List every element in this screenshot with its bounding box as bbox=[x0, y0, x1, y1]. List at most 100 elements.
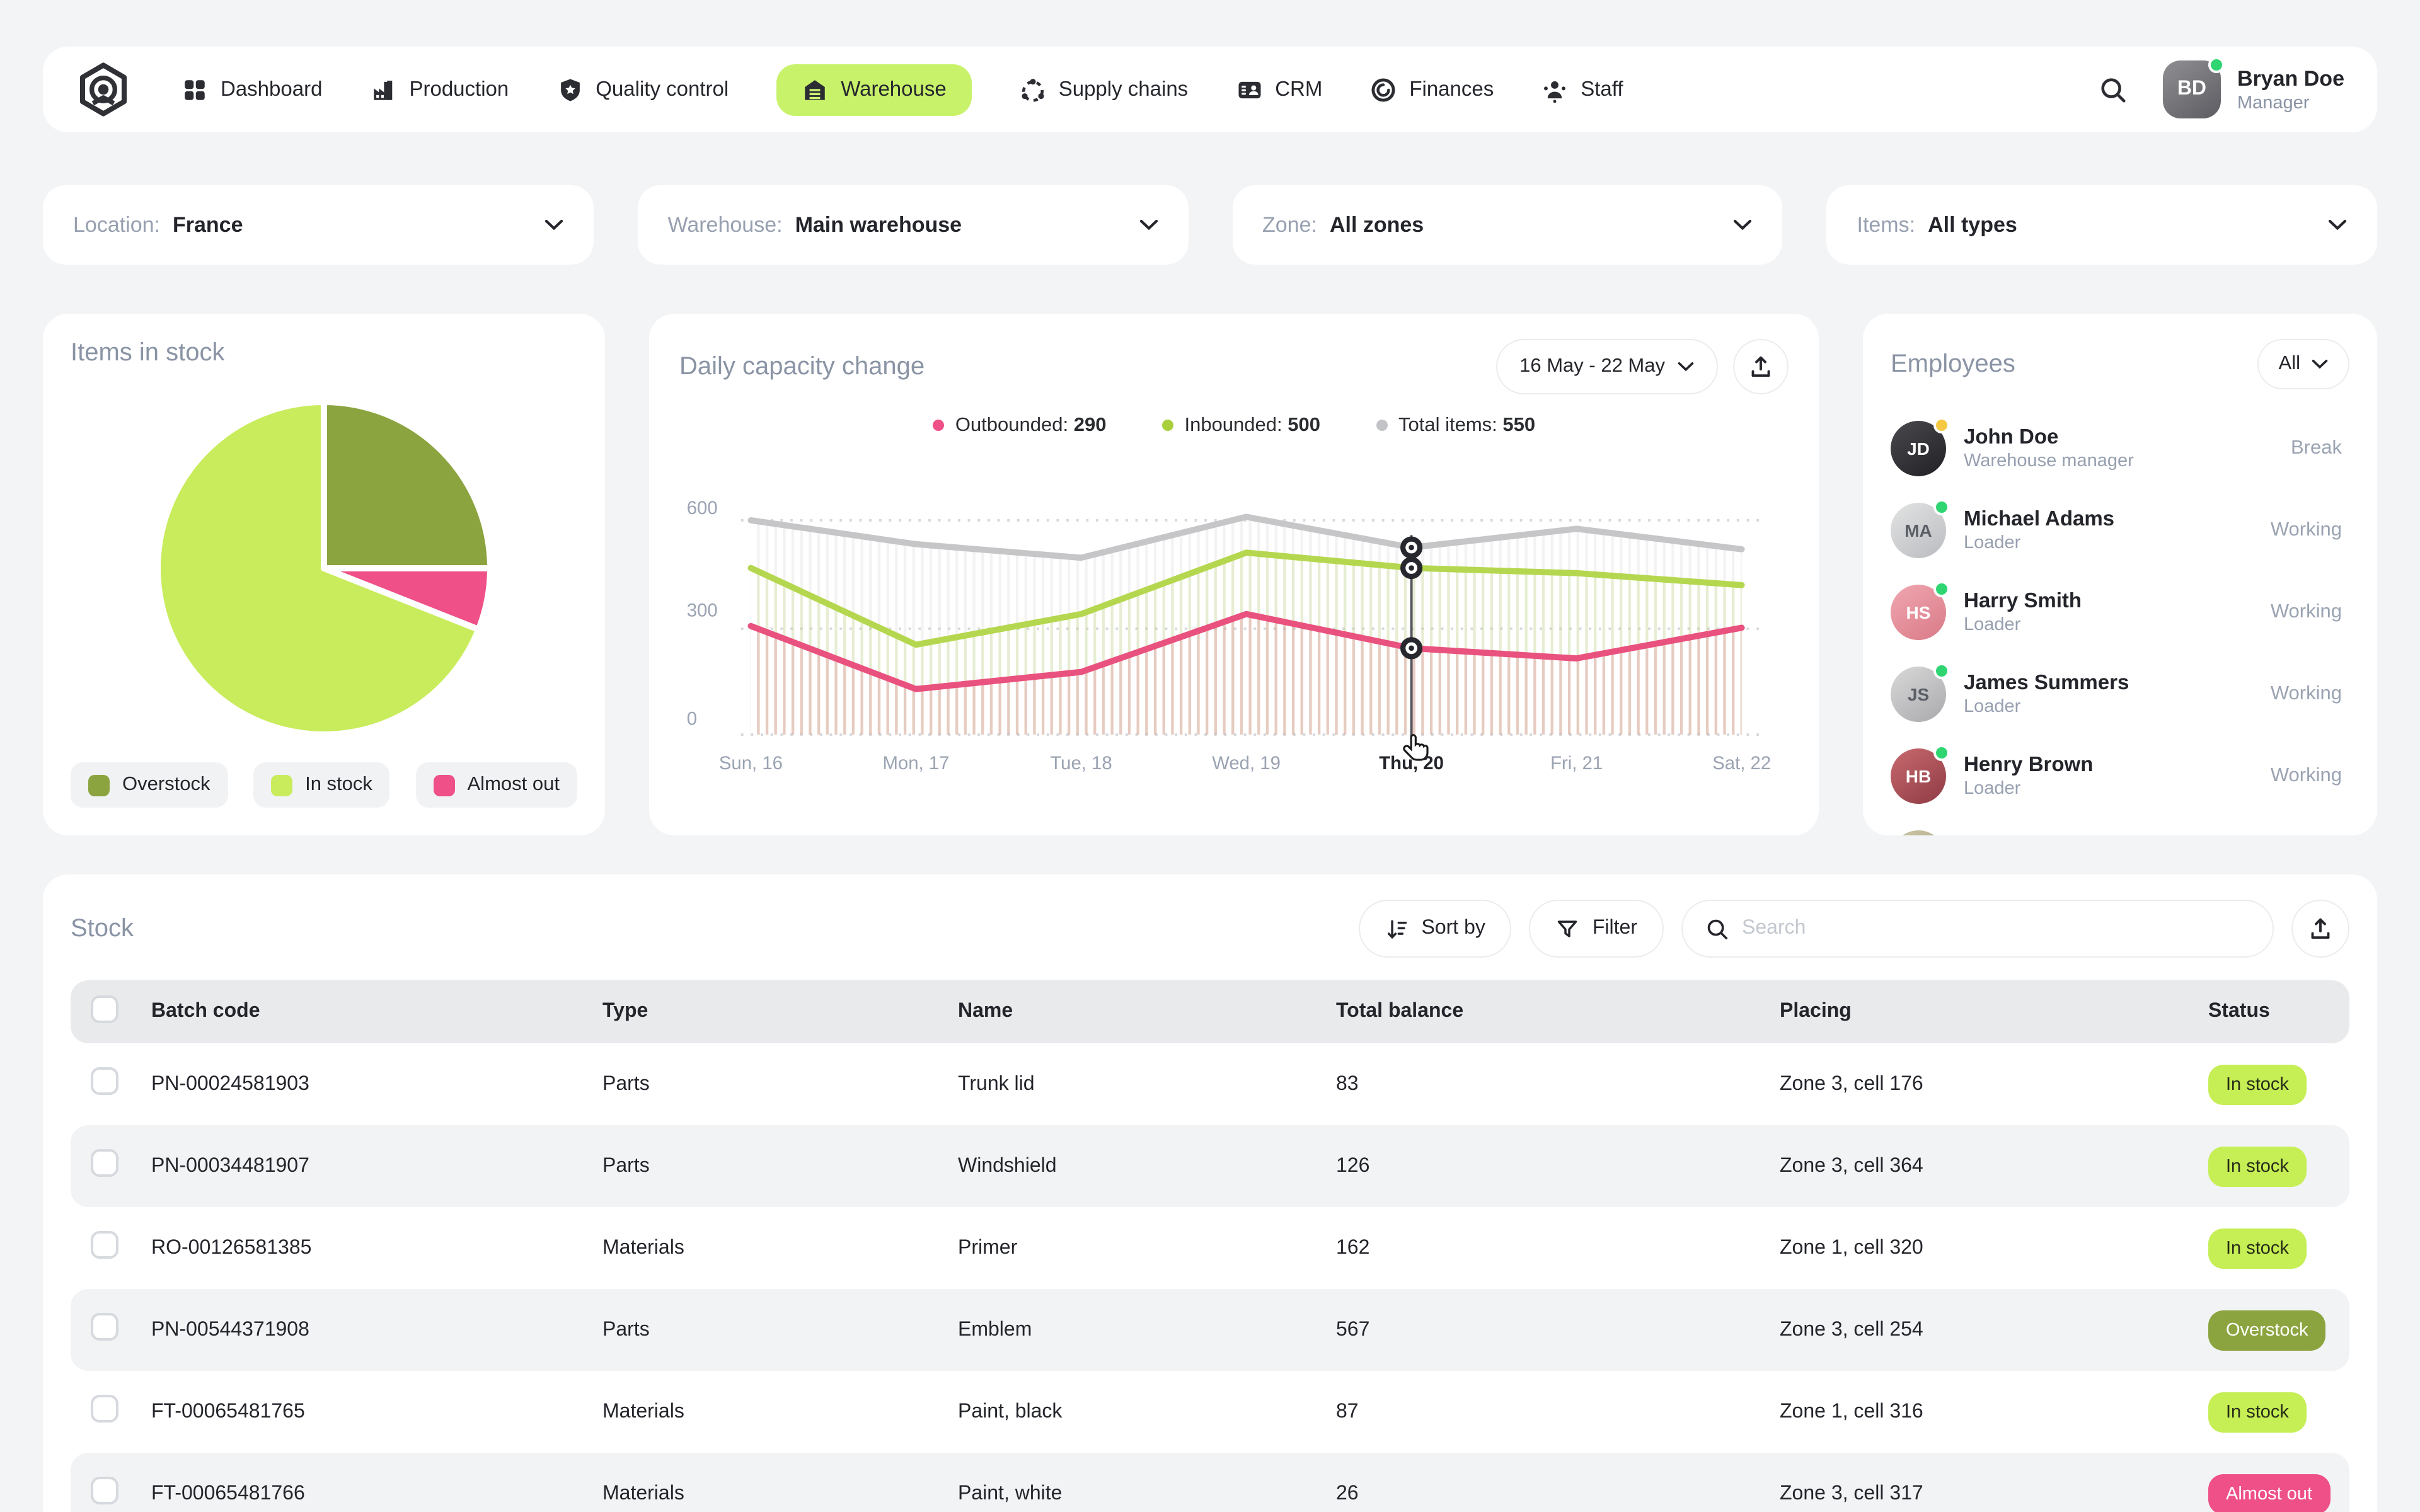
legend-dot bbox=[1161, 420, 1173, 431]
search-input[interactable] bbox=[1742, 917, 2250, 940]
x-axis-tick: Sat, 22 bbox=[1712, 753, 1771, 774]
zone-dropdown[interactable]: Zone: All zones bbox=[1232, 185, 1783, 265]
employee-name: Michael Adams bbox=[1964, 507, 2115, 530]
cursor-hand-icon bbox=[1403, 734, 1429, 761]
table-row[interactable]: PN-00034481907 Parts Windshield 126 Zone 3, … bbox=[71, 1125, 2349, 1207]
select-all-checkbox[interactable] bbox=[91, 995, 118, 1022]
export-icon bbox=[2311, 918, 2330, 939]
nav-label: Finances bbox=[1409, 77, 1494, 100]
table-row[interactable]: FT-00065481766 Materials Paint, white 26 Zon… bbox=[71, 1453, 2349, 1512]
dashboard-icon bbox=[185, 79, 205, 100]
cell-total-balance: 83 bbox=[1336, 1073, 1359, 1094]
cell-name: Paint, white bbox=[958, 1482, 1063, 1504]
legend-value: 290 bbox=[1073, 415, 1107, 436]
filter-value: All zones bbox=[1329, 212, 1424, 236]
row-checkbox[interactable] bbox=[91, 1395, 118, 1423]
nav-item-staff[interactable]: Staff bbox=[1541, 76, 1623, 103]
row-checkbox[interactable] bbox=[91, 1067, 118, 1095]
status-badge: Almost out bbox=[2208, 1474, 2330, 1512]
avatar: HS bbox=[1891, 580, 1950, 639]
sort-by-button[interactable]: Sort by bbox=[1358, 900, 1512, 958]
cell-batch-code: PN-00034481907 bbox=[151, 1155, 309, 1176]
nav-item-production[interactable]: Production bbox=[370, 76, 509, 103]
nav-item-supply-chains[interactable]: Supply chains bbox=[1020, 76, 1188, 103]
date-range-dropdown[interactable]: 16 May - 22 May bbox=[1495, 339, 1718, 394]
column-header-batch-code: Batch code bbox=[151, 1000, 260, 1022]
nav-label: Warehouse bbox=[841, 77, 947, 100]
warehouse-icon bbox=[805, 79, 825, 100]
pie-slice-overstock[interactable] bbox=[321, 398, 493, 571]
employee-list-item[interactable]: JD John Doe Warehouse manager Break bbox=[1891, 407, 2349, 489]
employee-name: John Doe bbox=[1964, 425, 2059, 449]
sort-icon bbox=[1387, 919, 1407, 939]
daily-capacity-line-chart[interactable]: 600 300 0 Sun, 16 Mon, 17 Tue, 18 Wed, 19 Thu, … bbox=[679, 445, 1789, 810]
chevron-down-icon bbox=[544, 219, 563, 231]
employee-status-dot bbox=[1933, 580, 1950, 597]
legend-label: In stock bbox=[305, 774, 372, 795]
capacity-legend: Outbounded: 290 Inbounded: 500 Total items… bbox=[679, 415, 1789, 437]
search-icon[interactable] bbox=[2099, 75, 2128, 104]
export-table-button[interactable] bbox=[2291, 900, 2349, 958]
table-row[interactable]: PN-00544371908 Parts Emblem 567 Zone 3, cell… bbox=[71, 1289, 2349, 1371]
card-title-items-in-stock: Items in stock bbox=[71, 339, 225, 367]
hover-marker bbox=[1409, 565, 1414, 571]
employee-list-item[interactable]: HB Henry Brown Loader Working bbox=[1891, 735, 2349, 816]
cell-name: Primer bbox=[958, 1237, 1018, 1258]
legend-item: Inbounded: 500 bbox=[1161, 415, 1320, 437]
pie-legend-chip: In stock bbox=[253, 762, 390, 808]
employee-list-item[interactable]: HS Harry Smith Loader Working bbox=[1891, 571, 2349, 653]
filter-icon bbox=[1558, 920, 1578, 937]
employee-list-item[interactable]: JS James Summers Loader Working bbox=[1891, 653, 2349, 735]
employee-role: Loader bbox=[1964, 779, 2021, 799]
legend-label: Total items: bbox=[1398, 415, 1497, 436]
line-series-outbounded bbox=[747, 610, 1745, 692]
nav-item-dashboard[interactable]: Dashboard bbox=[182, 76, 322, 103]
avatar-initials: BD bbox=[2177, 78, 2207, 100]
column-header-total-balance: Total balance bbox=[1336, 1000, 1464, 1022]
employees-filter-dropdown[interactable]: All bbox=[2257, 339, 2349, 389]
row-checkbox[interactable] bbox=[91, 1231, 118, 1259]
user-menu[interactable]: BD Bryan Doe Manager bbox=[2162, 57, 2344, 118]
legend-label: Almost out bbox=[467, 774, 560, 795]
x-axis-tick: Thu, 20 bbox=[1379, 753, 1444, 774]
cell-name: Windshield bbox=[958, 1155, 1057, 1176]
nav-item-finances[interactable]: Finances bbox=[1370, 76, 1494, 103]
avatar: JD bbox=[1891, 416, 1950, 476]
items-in-stock-pie-chart[interactable] bbox=[140, 381, 508, 749]
x-axis-tick: Mon, 17 bbox=[882, 753, 949, 774]
employee-list-item[interactable] bbox=[1891, 816, 2349, 835]
row-checkbox[interactable] bbox=[91, 1477, 118, 1504]
stock-table: Batch code Type Name Total balance Placi… bbox=[71, 980, 2349, 1512]
table-row[interactable]: FT-00065481765 Materials Paint, black 87 Zon… bbox=[71, 1371, 2349, 1453]
avatar: HB bbox=[1891, 744, 1950, 803]
search-icon bbox=[1707, 919, 1728, 939]
export-icon bbox=[1751, 356, 1770, 377]
nav-item-warehouse[interactable]: Warehouse bbox=[776, 64, 972, 115]
card-title-daily-capacity: Daily capacity change bbox=[679, 352, 925, 380]
filter-value: France bbox=[173, 212, 243, 236]
pie-slice-in-stock[interactable] bbox=[154, 398, 482, 737]
nav-item-crm[interactable]: CRM bbox=[1236, 76, 1322, 103]
employee-role: Loader bbox=[1964, 697, 2021, 718]
location-dropdown[interactable]: Location: France bbox=[43, 185, 594, 265]
nav-label: Staff bbox=[1581, 77, 1623, 100]
chevron-down-icon bbox=[1139, 219, 1158, 231]
row-checkbox[interactable] bbox=[91, 1149, 118, 1177]
items-dropdown[interactable]: Items: All types bbox=[1826, 185, 2377, 265]
employee-status: Working bbox=[2270, 600, 2342, 622]
pie-legend-chip: Overstock bbox=[71, 762, 228, 808]
date-range-value: 16 May - 22 May bbox=[1519, 355, 1665, 377]
chevron-down-icon bbox=[2312, 359, 2328, 369]
nav-item-quality-control[interactable]: Quality control bbox=[556, 76, 729, 103]
filter-button[interactable]: Filter bbox=[1529, 900, 1664, 958]
export-chart-button[interactable] bbox=[1733, 339, 1789, 394]
line-series-total-items bbox=[747, 513, 1745, 561]
app-logo-icon[interactable] bbox=[76, 62, 131, 117]
sort-by-label: Sort by bbox=[1421, 917, 1485, 939]
table-row[interactable]: PN-00024581903 Parts Trunk lid 83 Zone 3, ce… bbox=[71, 1043, 2349, 1125]
table-row[interactable]: RO-00126581385 Materials Primer 162 Zone 1, … bbox=[71, 1207, 2349, 1289]
warehouse-dropdown[interactable]: Warehouse: Main warehouse bbox=[637, 185, 1188, 265]
employee-list-item[interactable]: MA Michael Adams Loader Working bbox=[1891, 489, 2349, 571]
line-series-inbounded bbox=[747, 549, 1745, 648]
row-checkbox[interactable] bbox=[91, 1313, 118, 1341]
